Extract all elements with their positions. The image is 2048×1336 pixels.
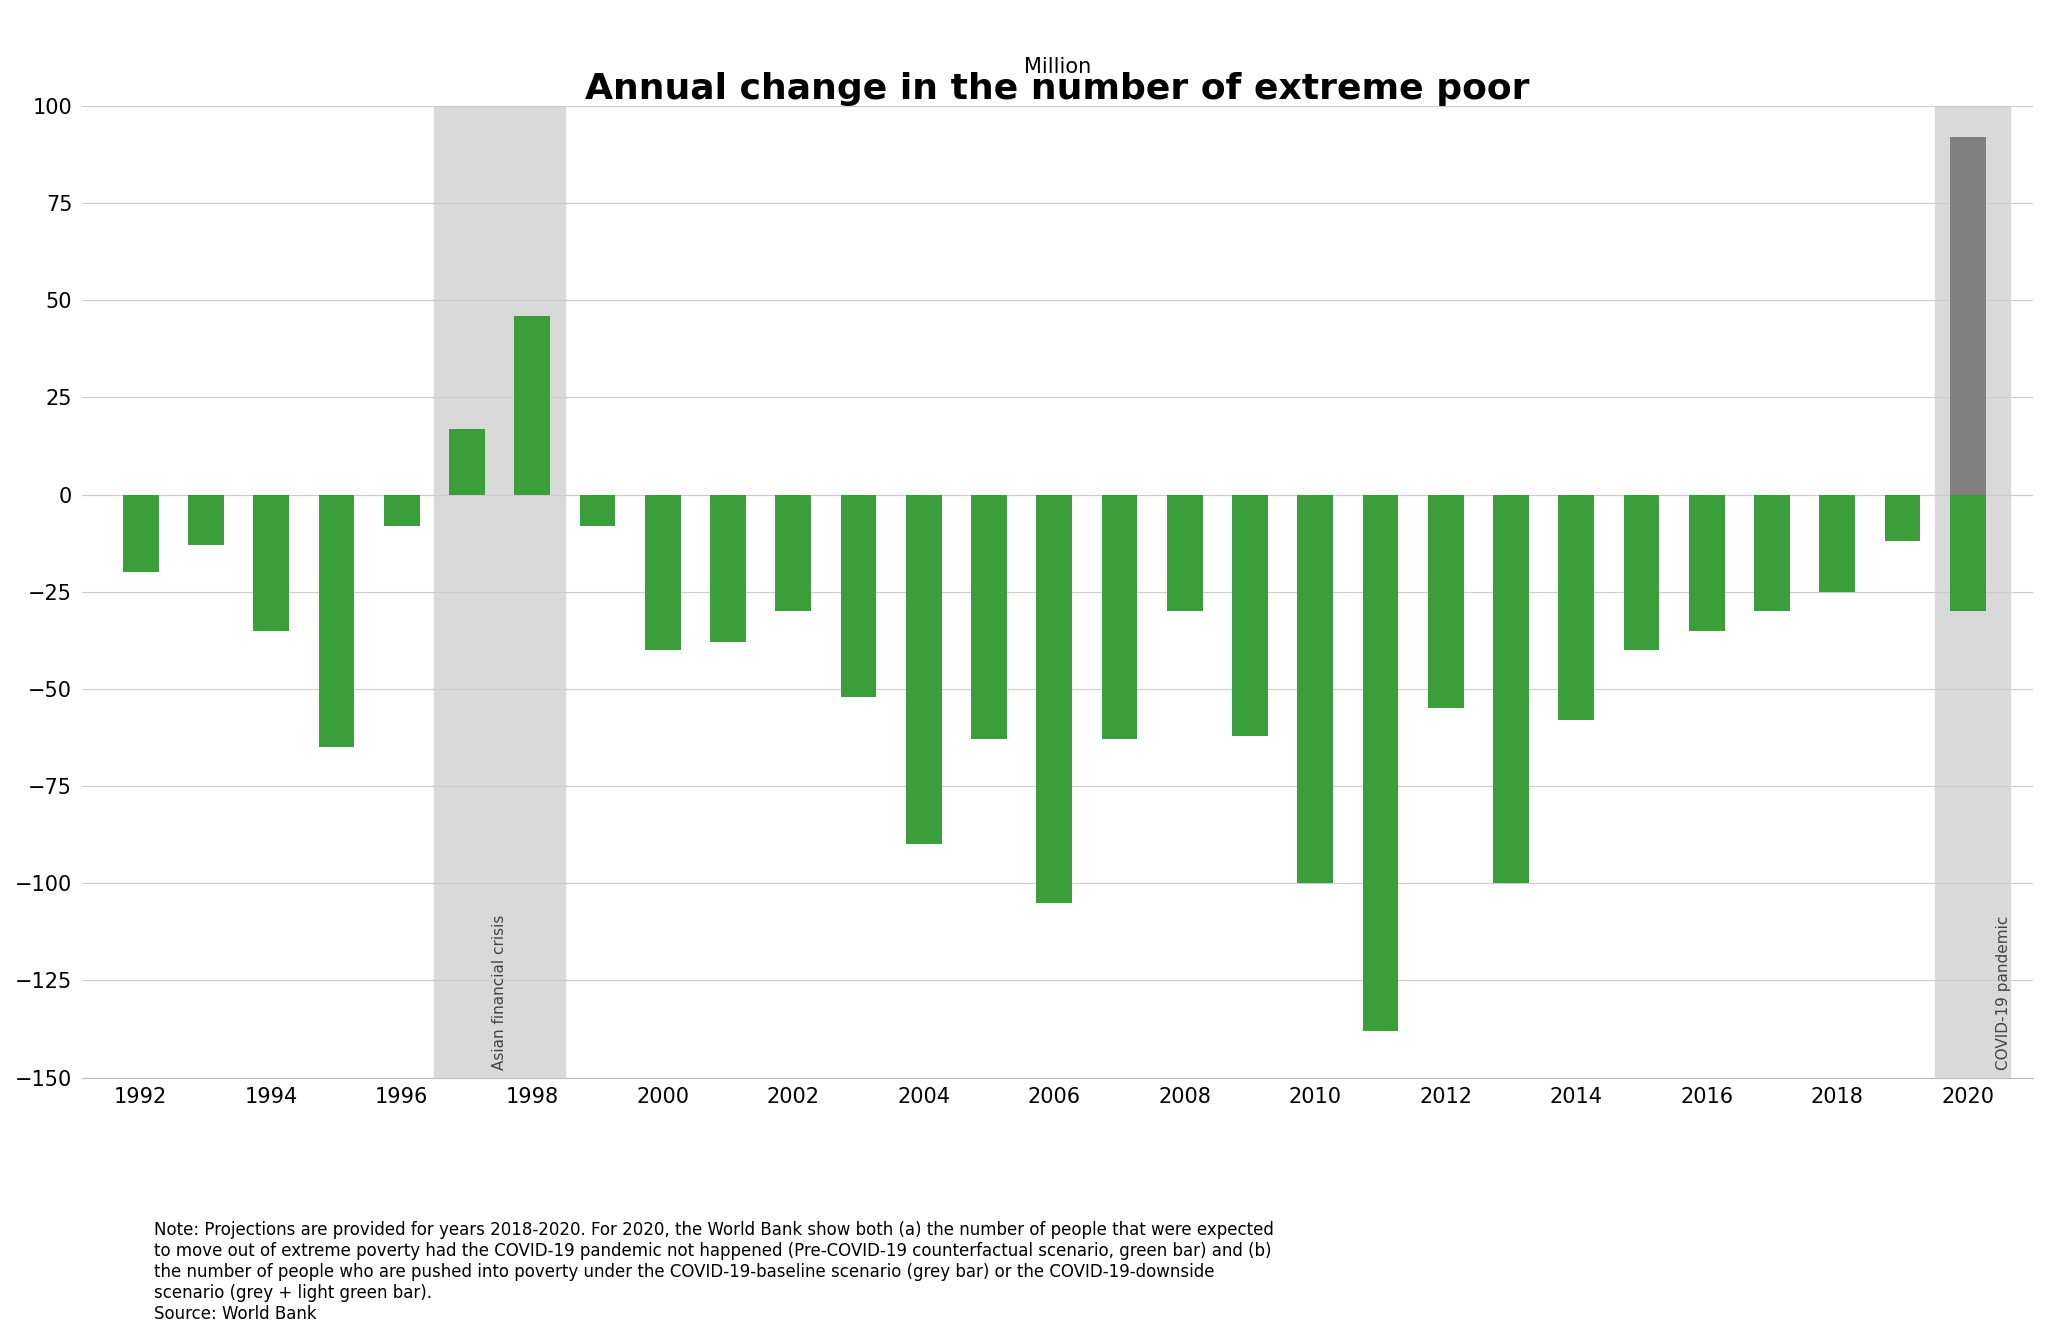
Bar [1493,494,1530,883]
Bar [1884,494,1921,541]
Bar [711,494,745,643]
Text: Million: Million [1024,57,1092,76]
Bar [123,494,158,572]
Bar [319,494,354,747]
Bar [1167,494,1202,611]
Bar [1036,494,1073,903]
Bar [580,494,614,525]
Bar [776,494,811,611]
Bar [1559,494,1593,720]
Text: COVID-19 pandemic: COVID-19 pandemic [1997,915,2011,1070]
Text: Asian financial crisis: Asian financial crisis [492,914,508,1070]
Bar [1690,494,1724,631]
Bar [645,494,680,651]
Bar [1950,138,1987,494]
Bar [1753,494,1790,611]
Bar [1950,494,1987,611]
Bar [434,106,565,1078]
Bar [514,315,551,494]
Bar [840,494,877,696]
Bar [1362,494,1399,1031]
Bar [254,494,289,631]
Text: Note: Projections are provided for years 2018-2020. For 2020, the World Bank sho: Note: Projections are provided for years… [154,1221,1274,1323]
Bar [449,429,485,494]
Bar [971,494,1008,739]
Bar [1296,494,1333,883]
Bar [1819,494,1855,592]
Bar [383,494,420,525]
Bar [1233,494,1268,736]
Bar [1935,106,2011,1078]
Bar [1624,494,1659,651]
Title: Annual change in the number of extreme poor: Annual change in the number of extreme p… [586,72,1530,106]
Bar [188,494,223,545]
Bar [1102,494,1137,739]
Bar [1427,494,1464,708]
Bar [905,494,942,844]
